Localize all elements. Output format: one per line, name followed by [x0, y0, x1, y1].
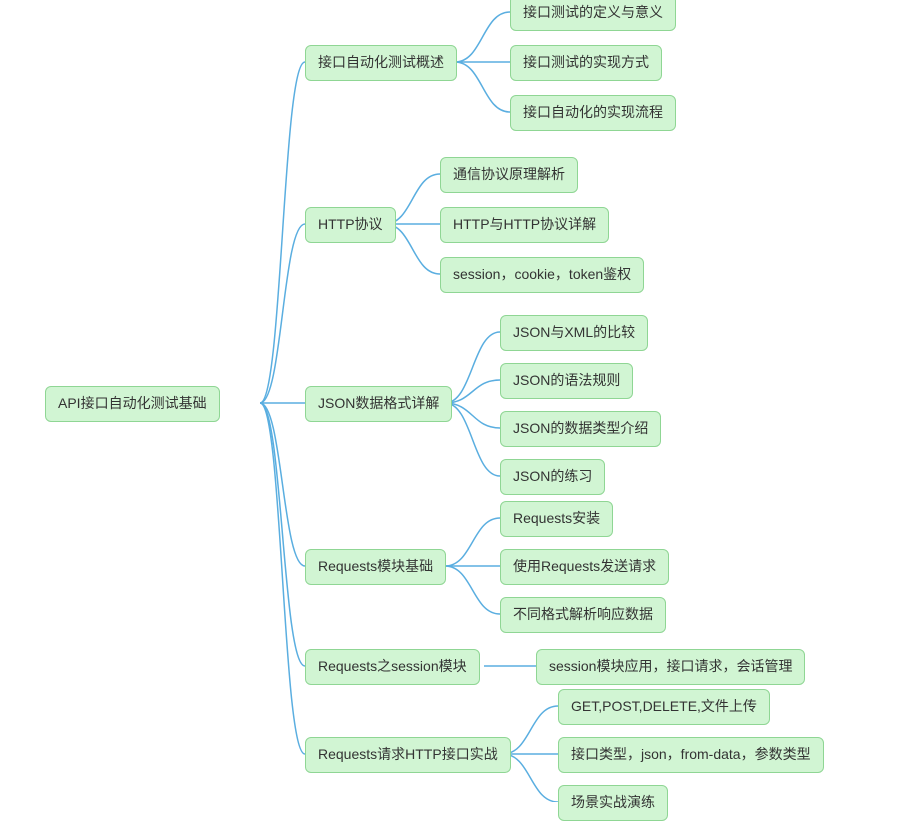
leaf-node: 接口自动化的实现流程 — [510, 95, 676, 131]
node-label: 接口测试的实现方式 — [523, 54, 649, 70]
leaf-node: 场景实战演练 — [558, 785, 668, 821]
node-label: JSON的练习 — [513, 468, 592, 484]
node-label: Requests之session模块 — [318, 658, 467, 674]
leaf-node: session，cookie，token鉴权 — [440, 257, 644, 293]
node-label: HTTP协议 — [318, 216, 383, 232]
node-label: HTTP与HTTP协议详解 — [453, 216, 596, 232]
leaf-node: 通信协议原理解析 — [440, 157, 578, 193]
branch-node: HTTP协议 — [305, 207, 396, 243]
node-label: Requests模块基础 — [318, 558, 433, 574]
leaf-node: Requests安装 — [500, 501, 613, 537]
node-label: session模块应用，接口请求，会话管理 — [549, 658, 792, 674]
leaf-node: JSON的练习 — [500, 459, 605, 495]
leaf-node: JSON与XML的比较 — [500, 315, 648, 351]
node-label: Requests安装 — [513, 510, 600, 526]
leaf-node: JSON的数据类型介绍 — [500, 411, 661, 447]
node-label: 接口自动化测试概述 — [318, 54, 444, 70]
branch-node: 接口自动化测试概述 — [305, 45, 457, 81]
leaf-node: GET,POST,DELETE,文件上传 — [558, 689, 770, 725]
node-label: 接口自动化的实现流程 — [523, 104, 663, 120]
leaf-node: session模块应用，接口请求，会话管理 — [536, 649, 805, 685]
node-label: 通信协议原理解析 — [453, 166, 565, 182]
leaf-node: 接口测试的定义与意义 — [510, 0, 676, 31]
leaf-node: 接口测试的实现方式 — [510, 45, 662, 81]
leaf-node: 使用Requests发送请求 — [500, 549, 669, 585]
node-label: session，cookie，token鉴权 — [453, 266, 631, 282]
node-label: JSON的数据类型介绍 — [513, 420, 648, 436]
node-label: 接口测试的定义与意义 — [523, 4, 663, 20]
leaf-node: 接口类型，json，from-data，参数类型 — [558, 737, 824, 773]
leaf-node: HTTP与HTTP协议详解 — [440, 207, 609, 243]
node-label: Requests请求HTTP接口实战 — [318, 746, 498, 762]
node-label: JSON的语法规则 — [513, 372, 620, 388]
node-label: GET,POST,DELETE,文件上传 — [571, 698, 757, 714]
branch-node: Requests之session模块 — [305, 649, 480, 685]
branch-node: Requests请求HTTP接口实战 — [305, 737, 511, 773]
node-label: 使用Requests发送请求 — [513, 558, 656, 574]
node-label: JSON数据格式详解 — [318, 395, 439, 411]
branch-node: JSON数据格式详解 — [305, 386, 452, 422]
node-label: 接口类型，json，from-data，参数类型 — [571, 746, 811, 762]
node-label: API接口自动化测试基础 — [58, 395, 207, 411]
leaf-node: 不同格式解析响应数据 — [500, 597, 666, 633]
node-label: JSON与XML的比较 — [513, 324, 635, 340]
root-node: API接口自动化测试基础 — [45, 386, 220, 422]
node-label: 场景实战演练 — [571, 794, 655, 810]
branch-node: Requests模块基础 — [305, 549, 446, 585]
leaf-node: JSON的语法规则 — [500, 363, 633, 399]
node-label: 不同格式解析响应数据 — [513, 606, 653, 622]
